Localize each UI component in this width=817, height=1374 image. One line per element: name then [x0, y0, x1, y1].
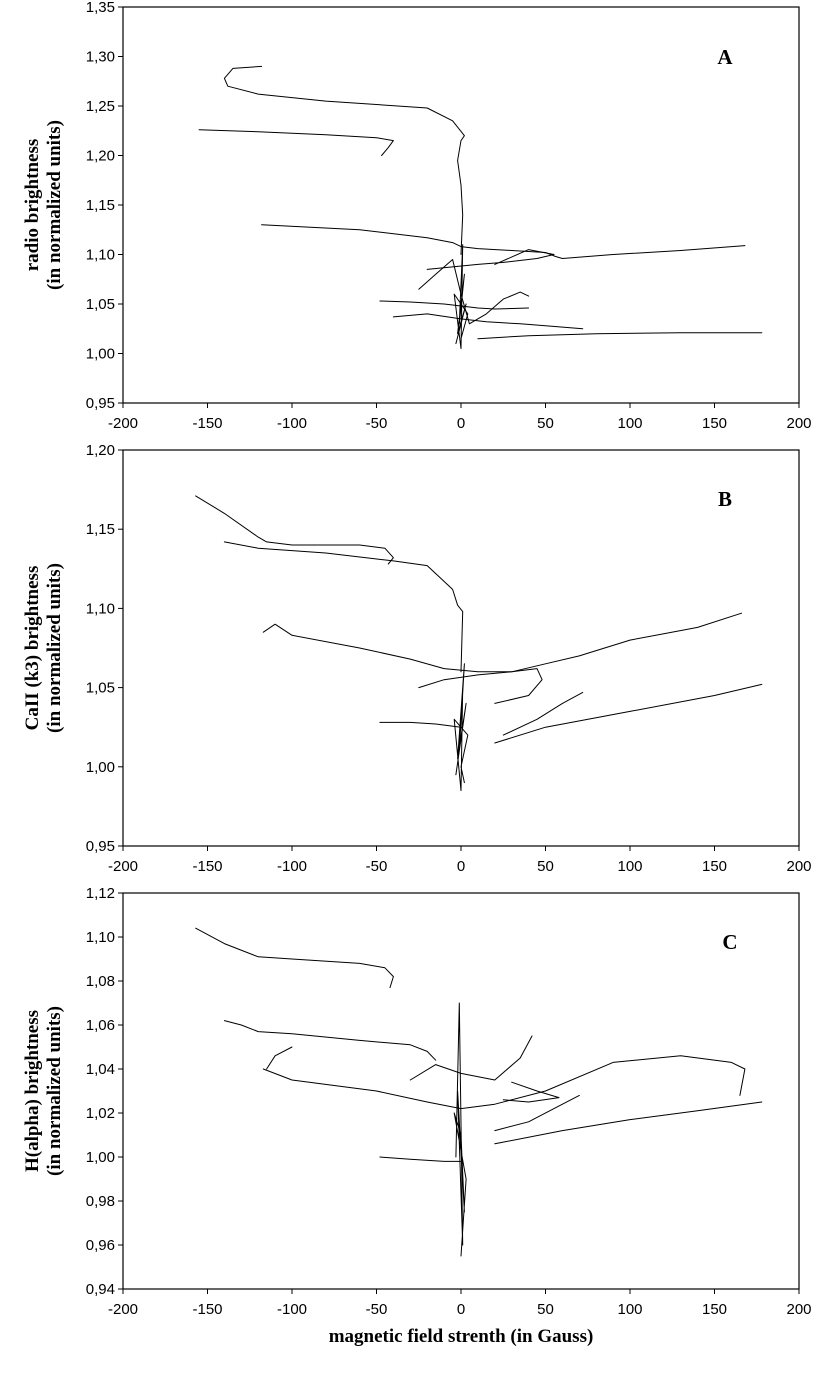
trace-c-10: [453, 1002, 467, 1257]
x-tick-label-a: -50: [366, 415, 388, 432]
traces-a: [198, 65, 763, 350]
y-axis-label-a-line1: radio brightness: [22, 139, 43, 272]
y-tick-label-c: 1,12: [86, 885, 115, 902]
trace-c-3: [262, 1055, 746, 1110]
y-axis-label-c-line2: (in normalized units): [44, 1006, 65, 1176]
x-tick-label-a: 150: [702, 415, 727, 432]
trace-b-8: [453, 663, 469, 792]
y-tick-label-c: 1,04: [86, 1061, 115, 1078]
y-tick-label-a: 1,30: [86, 49, 115, 66]
panel-b: 0,95 1,00 1,05 1,10 1,15 1,20 -200 -150 -100 -50 0…: [22, 442, 812, 875]
y-tick-label-c: 1,02: [86, 1105, 115, 1122]
traces-b: [195, 495, 763, 792]
x-tick-label-c: 50: [537, 1301, 554, 1318]
x-tick-label-b: 200: [786, 858, 811, 875]
x-tick-label-a: 0: [457, 415, 465, 432]
y-tick-label-b: 1,05: [86, 680, 115, 697]
x-tick-label-c: 100: [617, 1301, 642, 1318]
y-tick-label-b: 0,95: [86, 838, 115, 855]
trace-c-2: [223, 1020, 437, 1061]
x-axis-label: magnetic field strenth (in Gauss): [329, 1326, 594, 1347]
y-tick-label-a: 1,00: [86, 346, 115, 363]
trace-c-4: [266, 1046, 293, 1070]
y-tick-label-b: 1,10: [86, 600, 115, 617]
y-tick-label-a: 0,95: [86, 395, 115, 412]
axis-ticks-b: 0,95 1,00 1,05 1,10 1,15 1,20 -200 -150 -100 -50 0…: [86, 442, 812, 875]
trace-b-5: [379, 721, 462, 728]
y-axis-label-b-line1: CaII (k3) brightness: [22, 566, 43, 731]
panel-label-c: C: [722, 930, 737, 954]
trace-a-6: [477, 332, 763, 340]
trace-b-3: [262, 612, 742, 673]
y-tick-label-b: 1,00: [86, 759, 115, 776]
y-tick-label-a: 1,25: [86, 98, 115, 115]
traces-c: [195, 927, 763, 1257]
x-tick-label-c: 0: [457, 1301, 465, 1318]
x-tick-label-c: -100: [277, 1301, 307, 1318]
x-tick-label-a: 200: [786, 415, 811, 432]
x-tick-label-b: -50: [366, 858, 388, 875]
trace-a-7: [418, 259, 530, 325]
x-tick-label-a: 50: [537, 415, 554, 432]
y-tick-label-a: 1,15: [86, 197, 115, 214]
panel-label-b: B: [718, 487, 732, 511]
trace-a-8: [426, 249, 555, 270]
x-tick-label-a: -100: [277, 415, 307, 432]
x-tick-label-a: -150: [192, 415, 222, 432]
x-tick-label-b: 0: [457, 858, 465, 875]
y-tick-label-b: 1,20: [86, 442, 115, 459]
axis-ticks-c: 0,94 0,96 0,98 1,00 1,02 1,04 1,06 1,08 1,10 1,12…: [86, 885, 812, 1318]
trace-c-8: [502, 1081, 560, 1103]
panel-a: 0,95 1,00 1,05 1,10 1,15 1,20 1,25 1,30 1,35 -200…: [22, 0, 812, 432]
y-tick-label-c: 0,96: [86, 1237, 115, 1254]
trace-b-7: [502, 691, 584, 736]
x-tick-label-c: -150: [192, 1301, 222, 1318]
y-axis-label-c-line1: H(alpha) brightness: [22, 1010, 43, 1172]
axis-ticks-a: 0,95 1,00 1,05 1,10 1,15 1,20 1,25 1,30 1,35 -200…: [86, 0, 812, 432]
y-tick-label-a: 1,10: [86, 247, 115, 264]
x-tick-label-c: -200: [108, 1301, 138, 1318]
y-tick-label-a: 1,20: [86, 148, 115, 165]
trace-b-6: [494, 683, 763, 744]
trace-c-9: [409, 1035, 533, 1081]
trace-b-1: [195, 495, 394, 565]
x-tick-label-c: -50: [366, 1301, 388, 1318]
x-tick-label-b: 100: [617, 858, 642, 875]
trace-c-6: [494, 1101, 763, 1145]
x-tick-label-b: -200: [108, 858, 138, 875]
y-tick-label-a: 1,05: [86, 296, 115, 313]
y-axis-label-b-line2: (in normalized units): [44, 563, 65, 733]
y-tick-label-c: 1,00: [86, 1149, 115, 1166]
trace-a-2: [198, 129, 394, 156]
y-tick-label-c: 0,94: [86, 1281, 115, 1298]
trace-a-1: [223, 65, 465, 255]
trace-c-1: [195, 927, 394, 989]
trace-a-5: [392, 313, 584, 330]
x-tick-label-a: 100: [617, 415, 642, 432]
y-tick-label-c: 0,98: [86, 1193, 115, 1210]
trace-b-4: [418, 668, 543, 704]
trace-a-3: [261, 224, 746, 259]
x-tick-label-b: 50: [537, 858, 554, 875]
x-tick-label-b: -100: [277, 858, 307, 875]
panel-c: 0,94 0,96 0,98 1,00 1,02 1,04 1,06 1,08 1,10 1,12…: [22, 885, 812, 1318]
x-tick-label-c: 150: [702, 1301, 727, 1318]
y-tick-label-a: 1,35: [86, 0, 115, 16]
trace-a-9: [453, 244, 469, 350]
x-tick-label-b: 150: [702, 858, 727, 875]
x-tick-label-b: -150: [192, 858, 222, 875]
y-tick-label-c: 1,08: [86, 973, 115, 990]
y-tick-label-c: 1,10: [86, 929, 115, 946]
x-tick-label-a: -200: [108, 415, 138, 432]
trace-c-7: [494, 1094, 580, 1132]
y-axis-label-a-line2: (in normalized units): [44, 120, 65, 290]
trace-b-2: [223, 541, 464, 673]
trace-c-5: [379, 1156, 462, 1162]
panel-label-a: A: [717, 45, 733, 69]
y-tick-label-b: 1,15: [86, 521, 115, 538]
x-tick-label-c: 200: [786, 1301, 811, 1318]
y-tick-label-c: 1,06: [86, 1017, 115, 1034]
